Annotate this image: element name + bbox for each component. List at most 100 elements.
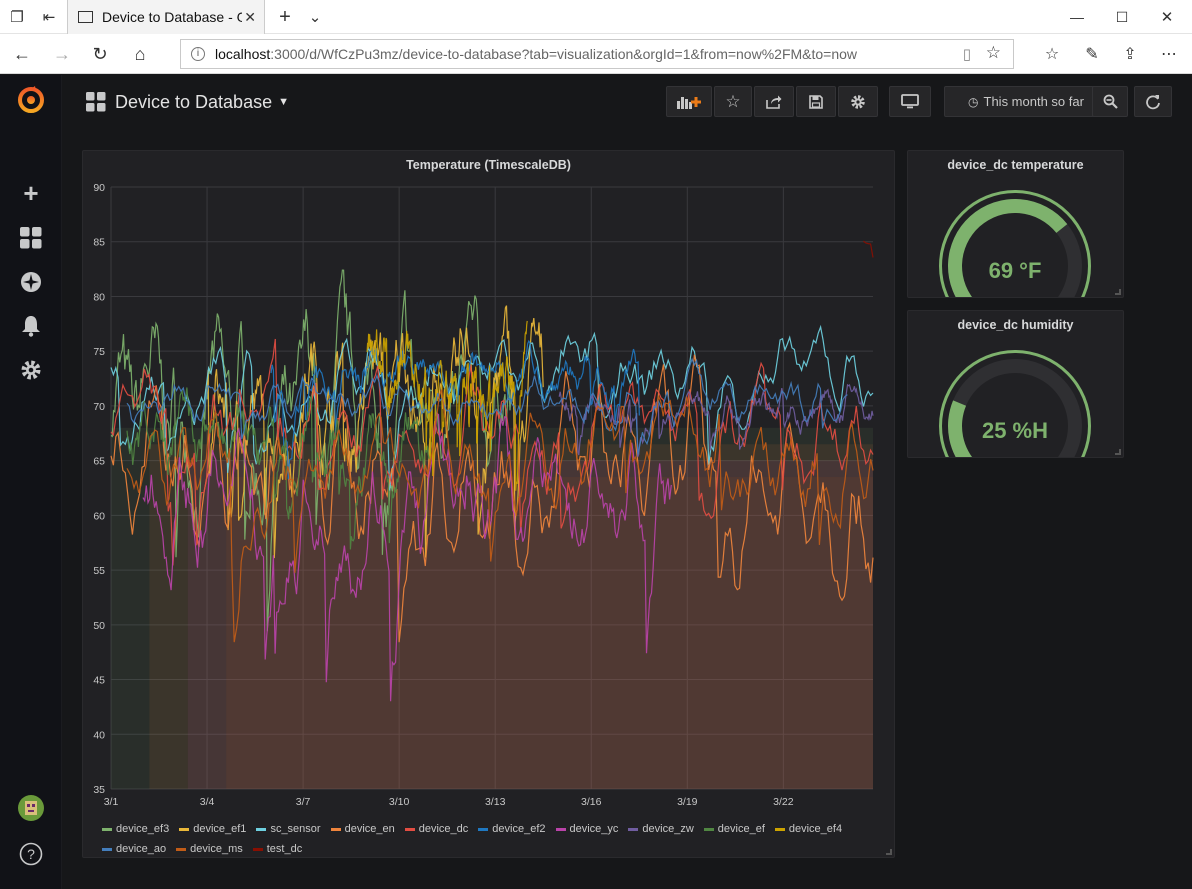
resize-handle[interactable] bbox=[1115, 449, 1121, 455]
new-tab-icon[interactable]: + bbox=[279, 5, 291, 28]
set-aside-tabs-icon[interactable]: ⇤ bbox=[42, 9, 56, 26]
browser-navbar: ← → ↻ ⌂ i localhost:3000/d/WfCzPu3mz/dev… bbox=[0, 34, 1192, 74]
tab-title: Device to Database - Gr bbox=[102, 9, 242, 25]
legend-item-test_dc[interactable]: test_dc bbox=[252, 840, 303, 859]
address-bar[interactable]: i localhost:3000/d/WfCzPu3mz/device-to-d… bbox=[180, 39, 1014, 69]
legend-label: test_dc bbox=[266, 843, 303, 855]
legend-item-device_ef3[interactable]: device_ef3 bbox=[102, 820, 169, 839]
share-icon bbox=[766, 95, 782, 109]
legend-label: device_ef bbox=[717, 823, 765, 835]
close-tab-icon[interactable]: ✕ bbox=[244, 9, 256, 25]
star-dashboard-button[interactable]: ☆ bbox=[714, 86, 752, 117]
legend-swatch bbox=[252, 848, 263, 851]
maximize-icon[interactable]: ☐ bbox=[1115, 8, 1129, 25]
humidity-gauge-panel: device_dc humidity 25 %H bbox=[907, 310, 1124, 458]
x-tick-label: 3/1 bbox=[104, 796, 119, 808]
monitor-icon bbox=[901, 94, 919, 109]
temperature-graph[interactable]: 90 85 80 75 70 65 60 55 50 45 40 353/1 3/4 3/7 3/10 3/1… bbox=[83, 151, 894, 811]
gauge-value-arc bbox=[948, 400, 973, 457]
legend-item-device_yc[interactable]: device_yc bbox=[555, 820, 618, 839]
legend-item-device_ef2[interactable]: device_ef2 bbox=[478, 820, 546, 839]
legend-swatch bbox=[774, 828, 785, 831]
svg-text:?: ? bbox=[27, 846, 35, 862]
add-panel-icon bbox=[677, 96, 701, 109]
legend-item-device_en[interactable]: device_en bbox=[330, 820, 395, 839]
user-avatar[interactable] bbox=[16, 793, 46, 823]
create-plus-icon[interactable]: + bbox=[23, 177, 39, 208]
minimize-icon[interactable]: — bbox=[1070, 9, 1084, 25]
resize-handle[interactable] bbox=[1115, 289, 1121, 295]
legend-swatch bbox=[628, 828, 639, 831]
favorites-hub-icon[interactable]: ☆ bbox=[1044, 46, 1060, 63]
series-line-test_dc bbox=[863, 240, 874, 258]
home-icon[interactable]: ⌂ bbox=[134, 43, 146, 64]
x-tick-label: 3/16 bbox=[581, 796, 602, 808]
legend-label: device_en bbox=[344, 823, 395, 835]
url-host: localhost bbox=[215, 46, 271, 62]
zoom-out-button[interactable] bbox=[1092, 86, 1128, 117]
temperature-graph-panel: Temperature (TimescaleDB) 90 85 80 75 70 65 60… bbox=[82, 150, 895, 858]
favorite-star-icon[interactable]: ☆ bbox=[985, 43, 1001, 62]
legend-item-device_ef[interactable]: device_ef bbox=[703, 820, 765, 839]
dashboard-grid-icon bbox=[86, 92, 106, 112]
legend-item-sc_sensor[interactable]: sc_sensor bbox=[256, 820, 321, 839]
legend-swatch bbox=[102, 848, 112, 851]
legend-item-device_ef1[interactable]: device_ef1 bbox=[179, 820, 246, 839]
legend-item-device_ao[interactable]: device_ao bbox=[102, 840, 166, 859]
resize-handle[interactable] bbox=[886, 849, 892, 855]
configuration-gear-icon[interactable] bbox=[16, 355, 46, 385]
legend-swatch bbox=[478, 828, 489, 831]
more-icon[interactable]: ⋯ bbox=[1161, 46, 1177, 63]
explore-compass-icon[interactable] bbox=[16, 267, 46, 297]
y-tick-label: 45 bbox=[93, 675, 105, 687]
reading-view-icon[interactable]: ▯ bbox=[962, 46, 971, 63]
window-close-icon[interactable]: ✕ bbox=[1160, 9, 1174, 26]
y-tick-label: 70 bbox=[93, 401, 105, 413]
legend-item-device_ef4[interactable]: device_ef4 bbox=[774, 820, 842, 839]
web-note-icon[interactable]: ✎ bbox=[1085, 46, 1099, 63]
refresh-icon[interactable]: ↻ bbox=[92, 43, 108, 64]
tab-dropdown-icon[interactable]: ⌄ bbox=[308, 9, 322, 26]
time-range-picker[interactable]: ◷ This month so far bbox=[944, 86, 1108, 117]
help-icon[interactable]: ? bbox=[16, 839, 46, 869]
series-line-device_ao bbox=[126, 357, 848, 455]
legend-swatch bbox=[555, 828, 566, 831]
refresh-icon bbox=[1146, 94, 1160, 109]
share-dashboard-button[interactable] bbox=[754, 86, 794, 117]
gauge-value-text: 25 %H bbox=[982, 418, 1048, 443]
legend-item-device_ms[interactable]: device_ms bbox=[176, 840, 243, 859]
gauge-value-arc bbox=[948, 199, 1068, 297]
url-path: :3000/d/WfCzPu3mz/device-to-database?tab… bbox=[270, 46, 858, 62]
forward-icon[interactable]: → bbox=[53, 43, 71, 64]
gauge-title[interactable]: device_dc humidity bbox=[957, 318, 1074, 332]
legend-item-device_dc[interactable]: device_dc bbox=[404, 820, 468, 839]
caret-down-icon: ▼ bbox=[278, 96, 289, 108]
legend-label: device_ef2 bbox=[492, 823, 546, 835]
save-icon bbox=[809, 94, 823, 109]
legend-item-device_zw[interactable]: device_zw bbox=[628, 820, 694, 839]
refresh-dashboard-button[interactable] bbox=[1134, 86, 1172, 117]
y-tick-label: 40 bbox=[93, 729, 105, 741]
add-panel-button[interactable] bbox=[666, 86, 712, 117]
legend-swatch bbox=[404, 828, 415, 831]
x-tick-label: 3/19 bbox=[677, 796, 698, 808]
gauge-title[interactable]: device_dc temperature bbox=[947, 158, 1084, 172]
share-icon[interactable]: ⇪ bbox=[1123, 46, 1137, 63]
dashboard-title-picker[interactable]: Device to Database ▼ bbox=[86, 90, 289, 114]
browser-tab-strip: ❐ ⇤ Device to Database - Gr ✕ + ⌄ — ☐ ✕ bbox=[0, 0, 1192, 34]
y-tick-label: 60 bbox=[93, 510, 105, 522]
dashboards-icon[interactable] bbox=[16, 223, 46, 253]
grafana-logo-icon[interactable] bbox=[16, 85, 46, 115]
browser-tab[interactable]: Device to Database - Gr ✕ bbox=[67, 0, 265, 34]
humidity-gauge: 25 %H bbox=[939, 349, 1091, 457]
side-menu: + ? bbox=[0, 75, 62, 889]
alerting-bell-icon[interactable] bbox=[16, 311, 46, 341]
view-mode-button[interactable] bbox=[889, 86, 931, 117]
save-dashboard-button[interactable] bbox=[796, 86, 836, 117]
tab-actions-icon[interactable]: ❐ bbox=[10, 9, 24, 26]
panel-title[interactable]: Temperature (TimescaleDB) bbox=[406, 158, 571, 172]
dashboard-settings-button[interactable] bbox=[838, 86, 878, 117]
back-icon[interactable]: ← bbox=[13, 43, 31, 64]
site-info-icon[interactable]: i bbox=[191, 47, 205, 61]
temperature-gauge-panel: device_dc temperature 69 °F bbox=[907, 150, 1124, 298]
